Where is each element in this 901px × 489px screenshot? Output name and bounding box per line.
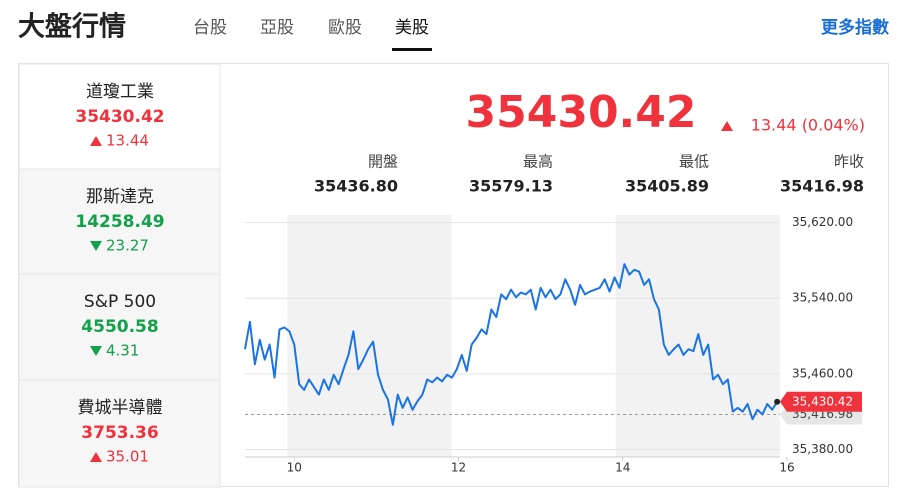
index-price: 3753.36 — [81, 423, 158, 443]
x-tick-label: 16 — [779, 461, 794, 475]
stat-label: 最低 — [679, 153, 709, 171]
y-tick-label: 35,540.00 — [792, 291, 853, 305]
stat-value: 35416.98 — [780, 177, 864, 196]
quote-change: 13.44 (0.04%) — [751, 116, 865, 135]
stat-label: 昨收 — [834, 153, 864, 171]
change-arrow — [90, 346, 102, 356]
index-item[interactable] — [18, 168, 221, 275]
stat-value: 35579.13 — [469, 177, 553, 196]
price-line — [244, 263, 778, 426]
stat-label: 開盤 — [368, 153, 398, 171]
y-tick-label: 35,460.00 — [792, 366, 853, 380]
stat-value: 35405.89 — [625, 177, 709, 196]
x-tick-label: 14 — [615, 461, 630, 475]
more-link[interactable]: 更多指數 — [821, 17, 889, 38]
stat-value: 35436.80 — [314, 177, 398, 196]
tab[interactable]: 美股 — [395, 18, 429, 38]
tab-underline — [392, 48, 432, 51]
x-tick-label: 10 — [287, 461, 302, 475]
day-band — [287, 215, 452, 457]
quote-arrow — [721, 121, 733, 131]
y-tick-label: 35,380.00 — [792, 442, 853, 456]
index-change: 13.44 — [106, 132, 149, 150]
y-tick-label: 35,620.00 — [792, 215, 853, 229]
change-arrow — [90, 452, 102, 462]
last-price-label-box — [780, 391, 862, 412]
index-name: 費城半導體 — [78, 398, 163, 418]
index-change: 4.31 — [106, 342, 139, 360]
page-title: 大盤行情 — [18, 11, 126, 43]
tab[interactable]: 歐股 — [328, 18, 362, 38]
tab[interactable]: 亞股 — [260, 18, 294, 38]
index-price: 4550.58 — [81, 317, 158, 337]
index-item[interactable] — [18, 379, 221, 488]
last-price-label: 35,430.42 — [792, 394, 853, 408]
index-name: 道瓊工業 — [86, 82, 154, 102]
index-change: 23.27 — [106, 237, 149, 255]
index-name: S&P 500 — [84, 292, 156, 312]
index-price: 14258.49 — [75, 212, 164, 232]
index-item[interactable] — [18, 63, 221, 170]
x-tick-label: 12 — [451, 461, 466, 475]
change-arrow — [90, 136, 102, 146]
index-item[interactable] — [18, 273, 221, 381]
tab[interactable]: 台股 — [193, 18, 227, 38]
index-change: 35.01 — [106, 448, 149, 466]
last-point — [774, 398, 781, 405]
index-price: 35430.42 — [75, 107, 164, 127]
stat-label: 最高 — [523, 153, 553, 171]
quote-price: 35430.42 — [465, 87, 696, 138]
change-arrow — [90, 241, 102, 251]
index-name: 那斯達克 — [86, 187, 154, 207]
